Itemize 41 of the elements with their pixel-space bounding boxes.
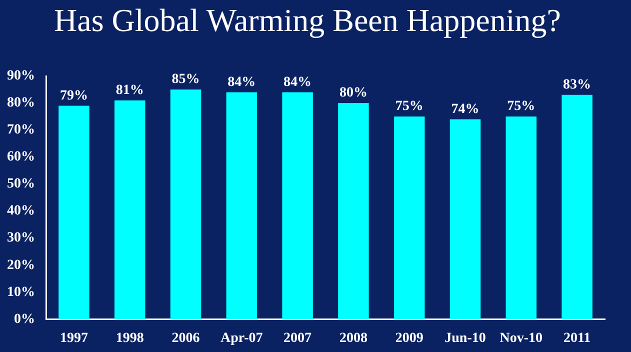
data-label: 83% xyxy=(563,78,592,93)
x-tick-label: 1997 xyxy=(60,331,88,346)
data-label: 79% xyxy=(60,88,88,104)
x-tick-label: Apr-07 xyxy=(220,331,263,346)
bar xyxy=(114,100,146,320)
chart-title: Has Global Warming Been Happening? xyxy=(53,2,562,39)
y-tick-label: 0% xyxy=(14,312,35,327)
bar xyxy=(450,119,481,320)
y-tick-label: 10% xyxy=(7,284,35,300)
data-label: 80% xyxy=(339,86,368,101)
y-tick-label: 60% xyxy=(7,150,35,165)
bar xyxy=(226,92,258,320)
y-tick-label: 80% xyxy=(7,96,35,111)
x-tick-label: 2007 xyxy=(284,331,312,346)
bar xyxy=(170,90,202,320)
bar xyxy=(338,103,369,320)
bar xyxy=(394,116,425,320)
data-label: 84% xyxy=(284,74,312,90)
y-tick-label: 70% xyxy=(7,122,35,138)
x-tick-label: 1998 xyxy=(116,331,144,346)
x-tick-label: 2009 xyxy=(395,331,424,346)
data-label: 75% xyxy=(507,99,536,114)
x-tick-label: 2006 xyxy=(172,331,200,346)
x-tick-label: 2011 xyxy=(563,331,591,346)
bar xyxy=(282,92,313,320)
y-tick-label: 90% xyxy=(7,68,35,84)
bar xyxy=(562,94,592,320)
data-label: 84% xyxy=(228,74,256,90)
data-label: 75% xyxy=(395,99,424,114)
x-tick-label: 2008 xyxy=(339,331,368,346)
y-tick-label: 20% xyxy=(7,258,35,273)
y-tick-label: 50% xyxy=(7,176,35,192)
data-label: 74% xyxy=(451,102,480,117)
x-tick-label: Jun-10 xyxy=(444,331,486,346)
bar xyxy=(58,106,90,320)
data-label: 85% xyxy=(172,72,200,88)
y-tick-label: 40% xyxy=(7,204,35,219)
bar xyxy=(506,116,537,320)
x-tick-label: Nov-10 xyxy=(500,331,543,346)
data-label: 81% xyxy=(116,82,144,98)
y-tick-label: 30% xyxy=(7,230,35,246)
